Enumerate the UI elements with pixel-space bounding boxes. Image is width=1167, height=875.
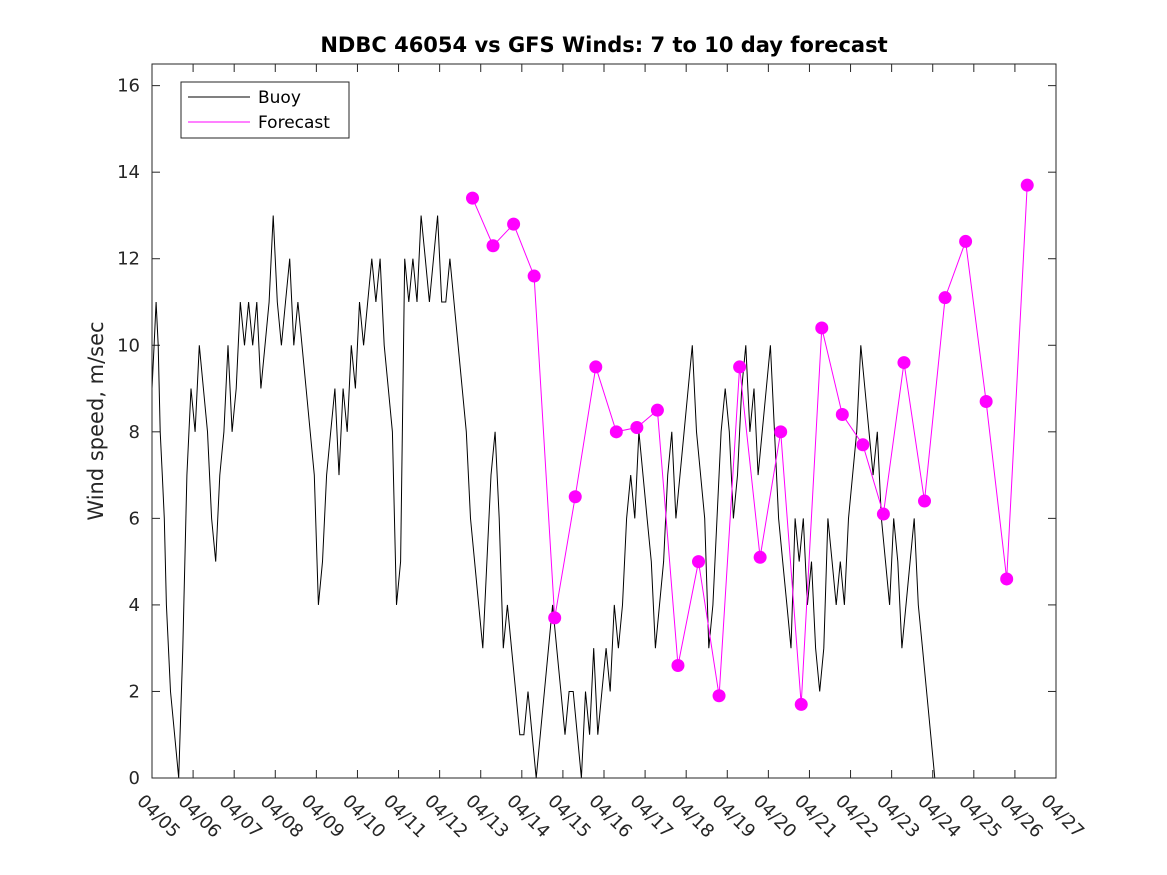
y-tick-label: 4 [129,595,140,616]
plot-area [152,64,1056,778]
x-tick-label: 04/09 [297,791,349,843]
forecast-marker [630,420,644,434]
forecast-marker [979,395,993,409]
forecast-marker [918,494,932,508]
y-tick-label: 14 [117,162,140,183]
legend-box [180,81,350,139]
forecast-marker [548,611,562,625]
forecast-marker [1020,178,1034,192]
x-tick-label: 04/18 [667,791,719,843]
y-axis-label: Wind speed, m/sec [84,321,108,520]
plot-frame [151,63,1057,779]
forecast-marker [897,356,911,370]
legend-forecast-label: Forecast [258,113,330,133]
x-tick-label: 04/10 [338,791,390,843]
forecast-marker [1000,572,1014,586]
forecast-marker [794,697,808,711]
forecast-line [472,185,1028,705]
forecast-marker [938,291,952,305]
forecast-marker [486,239,500,253]
forecast-marker [568,490,582,504]
y-tick-label: 10 [117,335,140,356]
forecast-marker [774,425,788,439]
forecast-series [466,178,1034,711]
x-tick-label: 04/17 [626,791,678,843]
forecast-marker [527,269,541,283]
y-tick-label: 12 [117,249,140,270]
x-tick-label: 04/05 [132,791,184,843]
forecast-marker [835,408,849,422]
forecast-marker [589,360,603,374]
forecast-marker [753,550,767,564]
x-tick-label: 04/22 [831,791,883,843]
forecast-marker [507,217,521,231]
x-tick-label: 04/20 [749,791,801,843]
x-tick-label: 04/21 [790,791,842,843]
x-tick-label: 04/23 [872,791,924,843]
x-tick-label: 04/26 [995,791,1047,843]
legend: Buoy Forecast [180,81,350,139]
forecast-marker [466,191,480,205]
x-tick-label: 04/25 [954,791,1006,843]
forecast-marker [733,360,747,374]
x-tick-label: 04/13 [461,791,513,843]
forecast-marker [650,403,664,417]
chart-title: NDBC 46054 vs GFS Winds: 7 to 10 day for… [320,33,887,57]
forecast-marker [876,507,890,521]
forecast-marker [815,321,829,335]
x-tick-label: 04/12 [420,791,472,843]
y-tick-label: 6 [129,508,140,529]
x-tick-label: 04/16 [584,791,636,843]
x-tick-label: 04/19 [708,791,760,843]
forecast-marker [856,438,870,452]
x-tick-label: 04/15 [543,791,595,843]
x-tick-label: 04/24 [913,791,965,843]
x-tick-label: 04/14 [502,791,554,843]
forecast-marker [692,555,706,569]
forecast-marker [671,658,685,672]
x-tick-label: 04/27 [1036,791,1088,843]
y-tick-label: 16 [117,76,140,97]
legend-buoy-label: Buoy [258,88,301,108]
x-tick-label: 04/11 [379,791,431,843]
x-tick-label: 04/06 [174,791,226,843]
y-tick-label: 2 [129,681,140,702]
forecast-marker [959,234,973,248]
forecast-marker [609,425,623,439]
x-tick-label: 04/07 [215,791,267,843]
forecast-marker [712,689,726,703]
y-tick-label: 0 [129,768,140,789]
x-tick-label: 04/08 [256,791,308,843]
y-tick-label: 8 [129,422,140,443]
